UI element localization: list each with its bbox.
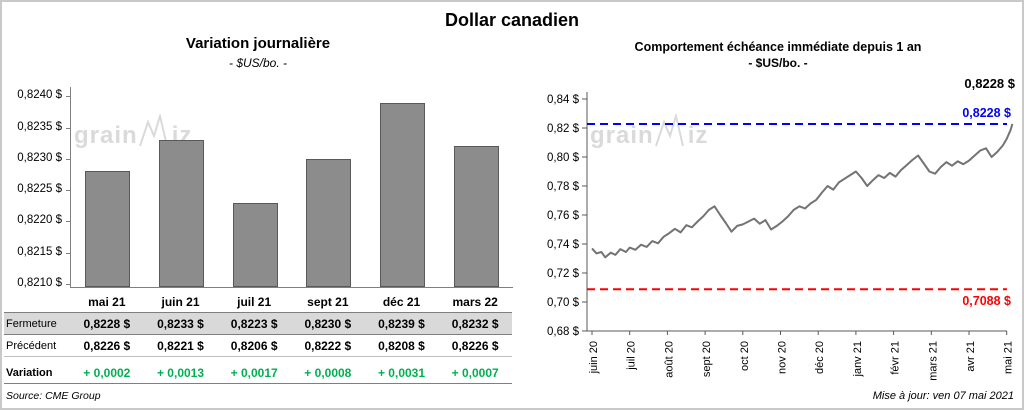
bar-déc-21 xyxy=(380,102,425,287)
update-note: Mise à jour: ven 07 mai 2021 xyxy=(872,390,1014,402)
month-header: mars 22 xyxy=(452,295,498,309)
precedent-value: 0,8226 $ xyxy=(451,338,499,353)
month-header: mai 21 xyxy=(88,295,126,309)
page-title: Dollar canadien xyxy=(444,10,580,30)
line-xtick-label: avr 21 xyxy=(965,341,977,372)
axis-line xyxy=(586,92,1007,332)
line-ytick-label: 0,74 $ xyxy=(547,239,580,251)
bar-ytick-mark xyxy=(66,158,70,160)
bar-ytick-mark xyxy=(66,252,70,254)
month-header: sept 21 xyxy=(307,295,349,309)
line-chart-title: Comportement échéance immédiate depuis 1… xyxy=(634,40,922,54)
bar-ytick-mark xyxy=(66,221,70,223)
precedent-value: 0,8208 $ xyxy=(378,338,425,353)
precedent-value: 0,8226 $ xyxy=(83,338,131,353)
bar-ytick-label: 0,8230 $ xyxy=(17,151,62,164)
line-ytick-label: 0,70 $ xyxy=(547,297,580,309)
table-row-precedent: Précédent 0,8226 $ 0,8221 $ 0,8206 $ 0,8… xyxy=(4,335,512,357)
bar-ytick-label: 0,8240 $ xyxy=(17,89,62,102)
line-xtick-label: mai 21 xyxy=(1003,341,1015,374)
bar-ytick-label: 0,8225 $ xyxy=(17,183,62,196)
line-ytick-label: 0,72 $ xyxy=(547,268,580,280)
line-ytick-label: 0,82 $ xyxy=(547,123,580,135)
line-ytick-label: 0,80 $ xyxy=(547,152,580,164)
resistance-label: 0,8228 $ xyxy=(962,106,1011,120)
bar-ytick-label: 0,8210 $ xyxy=(17,276,62,289)
bar-plot xyxy=(70,87,513,288)
bar-ytick-label: 0,8215 $ xyxy=(17,245,62,258)
precedent-value: 0,8221 $ xyxy=(157,338,204,353)
month-header: déc 21 xyxy=(382,295,421,309)
line-ytick-label: 0,76 $ xyxy=(547,210,580,222)
bar-mars-22 xyxy=(453,146,499,287)
bar-chart-title: Variation journalière xyxy=(185,35,331,52)
table-row-months: mai 21 juin 21 juil 21 sept 21 déc 21 ma… xyxy=(4,292,512,312)
fermeture-value: 0,8228 $ xyxy=(83,316,131,331)
line-ytick-label: 0,68 $ xyxy=(547,326,580,338)
bar-mai-21 xyxy=(85,171,131,287)
line-ytick-label: 0,84 $ xyxy=(547,94,580,106)
bar-chart-subtitle: - $US/bo. - xyxy=(228,56,288,70)
summary-table: mai 21 juin 21 juil 21 sept 21 déc 21 ma… xyxy=(4,292,512,384)
support-label: 0,7088 $ xyxy=(962,294,1011,308)
line-xtick-label: juin 20 xyxy=(588,341,600,374)
line-xtick-label: déc 20 xyxy=(814,341,826,374)
line-xtick-label: juil 20 xyxy=(626,341,638,371)
bar-ytick-mark xyxy=(66,96,70,98)
variation-value: + 0,0031 xyxy=(377,365,426,380)
row-label-precedent: Précédent xyxy=(6,339,57,352)
fermeture-value: 0,8232 $ xyxy=(451,316,499,331)
line-xtick-label: oct 20 xyxy=(739,341,751,371)
bar-ytick-mark xyxy=(66,190,70,192)
bar-ytick-label: 0,8220 $ xyxy=(17,214,62,227)
bar-sept-21 xyxy=(306,158,352,287)
bar-juin-21 xyxy=(159,140,204,287)
precedent-value: 0,8222 $ xyxy=(304,338,352,353)
row-label-variation: Variation xyxy=(6,366,53,379)
fermeture-value: 0,8230 $ xyxy=(304,316,352,331)
line-xtick-label: août 20 xyxy=(663,341,675,378)
variation-value: + 0,0013 xyxy=(156,365,205,380)
price-line-series xyxy=(591,123,1014,259)
line-chart-svg: 0,68 $ 0,70 $ 0,72 $ 0,74 $ 0,76 $ 0,78 $ 0,80… xyxy=(547,76,1016,381)
fermeture-value: 0,8223 $ xyxy=(230,316,278,331)
table-row-fermeture: Fermeture 0,8228 $ 0,8233 $ 0,8223 $ 0,8… xyxy=(4,312,512,335)
bar-ytick-mark xyxy=(66,127,70,129)
bar-ytick-label: 0,8235 $ xyxy=(17,120,62,133)
variation-value: + 0,0008 xyxy=(304,365,352,380)
bar-ytick-mark xyxy=(66,283,70,285)
fermeture-value: 0,8239 $ xyxy=(378,316,425,331)
last-value-label: 0,8228 $ xyxy=(964,76,1015,91)
bar-juil-21 xyxy=(232,202,278,287)
line-chart-subtitle: - $US/bo. - xyxy=(748,56,808,70)
fermeture-value: 0,8233 $ xyxy=(157,316,204,331)
line-xtick-label: nov 20 xyxy=(777,341,789,374)
variation-value: + 0,0007 xyxy=(451,365,499,380)
line-xtick-label: janv 21 xyxy=(852,341,864,377)
line-xtick-label: mars 21 xyxy=(927,341,939,381)
source-note: Source: CME Group xyxy=(6,390,101,402)
line-ytick-label: 0,78 $ xyxy=(547,181,580,193)
bar-ylabels: 0,8210 $ 0,8215 $ 0,8220 $ 0,8225 $ 0,8230 $… xyxy=(2,87,70,289)
row-label-fermeture: Fermeture xyxy=(6,317,57,330)
month-header: juil 21 xyxy=(237,295,272,309)
line-xtick-label: févr 21 xyxy=(890,341,902,375)
variation-value: + 0,0017 xyxy=(230,365,278,380)
month-header: juin 21 xyxy=(161,295,200,309)
table-row-variation: Variation + 0,0002 + 0,0013 + 0,0017 + 0… xyxy=(4,362,512,384)
precedent-value: 0,8206 $ xyxy=(230,338,278,353)
variation-value: + 0,0002 xyxy=(83,365,131,380)
line-xtick-label: sept 20 xyxy=(701,341,713,377)
